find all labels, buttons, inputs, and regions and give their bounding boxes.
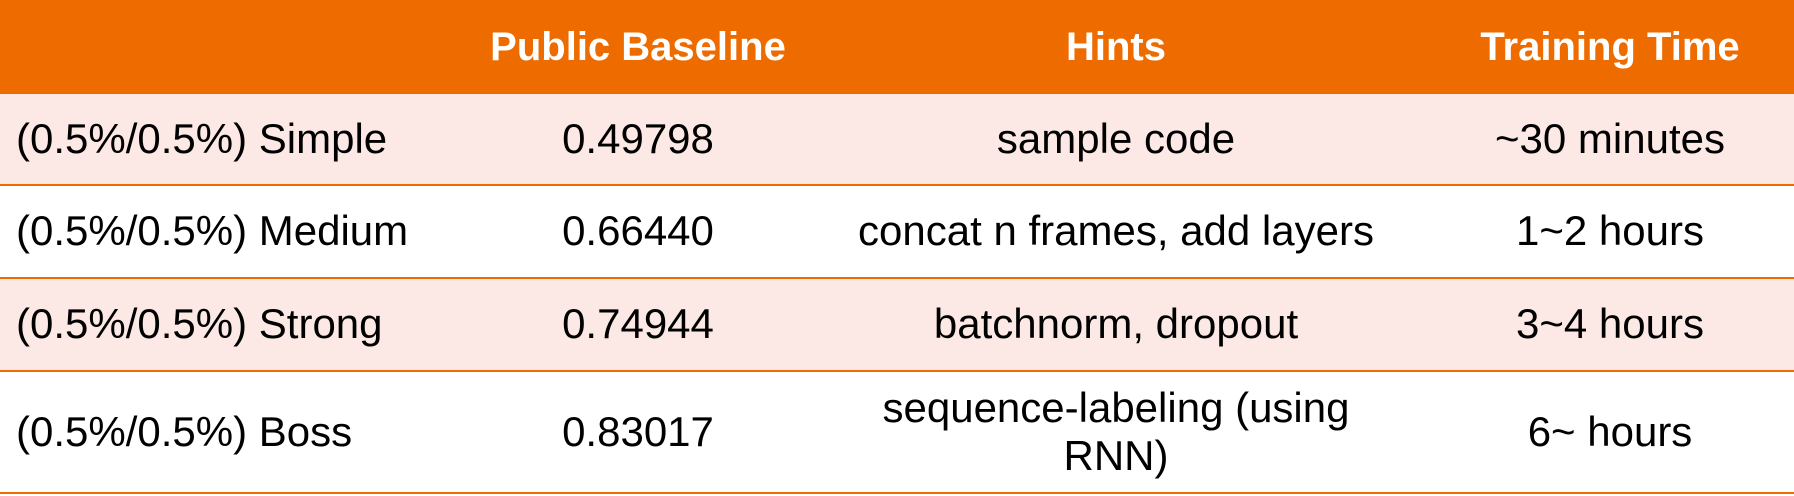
- row-label: (0.5%/0.5%) Strong: [16, 300, 383, 348]
- row-label: (0.5%/0.5%) Simple: [16, 114, 388, 162]
- row-training-time: 6~ hours: [1527, 407, 1693, 455]
- table-row-strong: (0.5%/0.5%) Strong 0.74944 batchnorm, dr…: [0, 279, 1794, 372]
- row-hints-text: sequence-labeling (using RNN): [882, 383, 1350, 479]
- row-training-time: 1~2 hours: [1516, 207, 1704, 255]
- row-baseline: 0.74944: [562, 300, 714, 348]
- header-cell-label: [0, 0, 470, 94]
- row-hints: sequence-labeling (using RNN): [806, 372, 1426, 492]
- row-label: (0.5%/0.5%) Boss: [16, 407, 353, 455]
- row-hints: batchnorm, dropout: [806, 279, 1426, 370]
- row-training-time: 3~4 hours: [1516, 300, 1704, 348]
- table-row-medium: (0.5%/0.5%) Medium 0.66440 concat n fram…: [0, 186, 1794, 279]
- row-hints: sample code: [806, 94, 1426, 184]
- header-cell-training-time: Training Time: [1480, 25, 1740, 69]
- row-training-time: ~30 minutes: [1495, 114, 1725, 162]
- table-row-simple: (0.5%/0.5%) Simple 0.49798 sample code ~…: [0, 94, 1794, 186]
- row-hints-text: batchnorm, dropout: [933, 300, 1299, 348]
- row-hints-text: sample code: [996, 114, 1236, 162]
- table-row-boss: (0.5%/0.5%) Boss 0.83017 sequence-labeli…: [0, 372, 1794, 494]
- row-label: (0.5%/0.5%) Medium: [16, 207, 409, 255]
- header-cell-hints: Hints: [1066, 25, 1166, 69]
- row-baseline: 0.49798: [562, 114, 714, 162]
- row-hints-text: concat n frames, add layers: [858, 207, 1374, 255]
- header-cell-public-baseline: Public Baseline: [490, 25, 786, 69]
- row-baseline: 0.83017: [562, 407, 714, 455]
- row-hints: concat n frames, add layers: [806, 186, 1426, 277]
- table-header-row: Public Baseline Hints Training Time: [0, 0, 1794, 94]
- row-baseline: 0.66440: [562, 207, 714, 255]
